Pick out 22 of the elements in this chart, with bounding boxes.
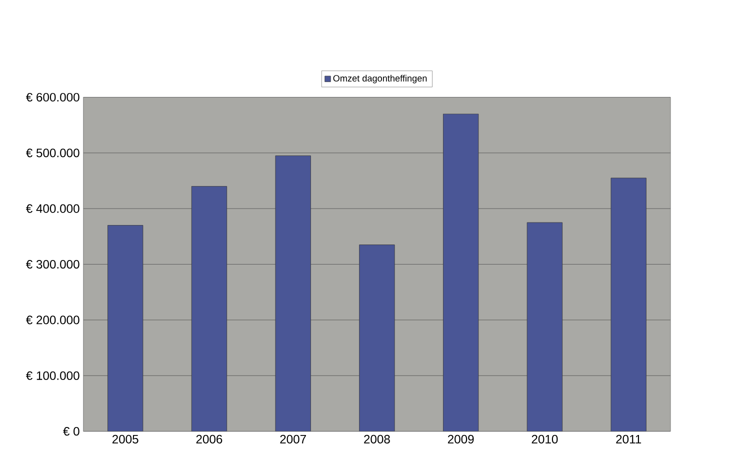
bar <box>275 156 311 432</box>
x-tick-label: 2011 <box>616 435 642 444</box>
y-tick-label: € 400.000 <box>26 204 80 214</box>
y-tick-label: € 300.000 <box>26 260 80 269</box>
x-tick-label: 2008 <box>364 435 390 444</box>
x-tick-label: 2009 <box>448 435 474 444</box>
x-tick-label: 2006 <box>196 435 222 444</box>
y-tick-label: € 0 <box>63 427 80 436</box>
x-tick-label: 2010 <box>532 435 558 444</box>
x-tick-label: 2007 <box>280 435 306 444</box>
bar <box>108 225 144 432</box>
bar <box>191 186 228 432</box>
y-tick-label: € 200.000 <box>26 316 80 324</box>
bar <box>443 114 479 432</box>
y-tick-label: € 600.000 <box>26 93 80 102</box>
bar <box>610 178 646 432</box>
y-tick-label: € 100.000 <box>26 372 80 380</box>
legend-label: Omzet dagontheffingen <box>333 75 427 84</box>
bar <box>359 244 395 432</box>
bar <box>526 222 563 432</box>
y-tick-label: € 500.000 <box>26 148 80 158</box>
x-tick-label: 2005 <box>112 435 138 444</box>
